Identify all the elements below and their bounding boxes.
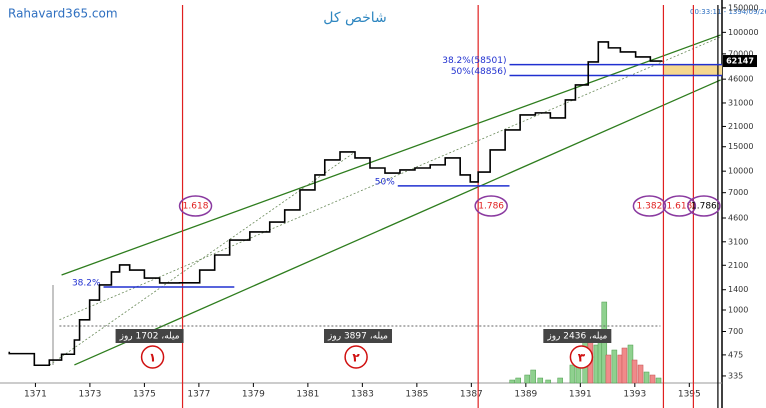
wave-label: ۱ <box>149 351 156 365</box>
timestamp: ایجاد شده در: 1394/09/26 - 00:33:11 <box>690 8 766 16</box>
x-tick-label: 1379 <box>242 390 265 400</box>
y-tick-label: 70000 <box>728 49 753 58</box>
time-label: 1.786 <box>478 202 504 212</box>
watermark: Rahavard365.com <box>8 7 118 21</box>
volume-bar <box>530 369 536 384</box>
y-tick-label: 100000 <box>728 28 759 37</box>
y-tick-label: 46000 <box>728 75 753 84</box>
last-price-label: 62147 <box>726 57 754 66</box>
volume-bar <box>631 359 638 384</box>
wave-ring <box>344 345 368 369</box>
x-tick-label: 1375 <box>133 390 156 400</box>
volume-bar <box>569 364 576 384</box>
y-tick-label: 3100 <box>728 237 748 246</box>
volume-bar <box>655 377 662 384</box>
x-tick-label: 1391 <box>569 390 592 400</box>
x-tick-label: 1389 <box>514 390 537 400</box>
fib-label: 50% <box>375 177 395 187</box>
y-tick-label: 2100 <box>728 261 748 270</box>
x-tick-label: 1377 <box>187 390 210 400</box>
last-price-box <box>723 55 757 68</box>
measure-label: میله، 2436 روز <box>546 331 607 341</box>
time-label: 1.382 <box>637 202 663 212</box>
time-label-ring <box>687 195 721 217</box>
y-tick-label: 4600 <box>728 213 748 222</box>
time-label: 1.618 <box>667 202 693 212</box>
volume-bar <box>649 374 656 384</box>
fib-label: 38.2% <box>72 278 101 288</box>
y-tick-label: 15000 <box>728 142 753 151</box>
y-tick-label: 700 <box>728 327 743 336</box>
x-tick-label: 1385 <box>405 390 428 400</box>
time-label-ring <box>632 195 667 217</box>
volume-bar <box>637 364 644 384</box>
volume-bar <box>611 349 618 384</box>
price-band <box>663 64 722 76</box>
x-tick-label: 1373 <box>78 390 101 400</box>
x-tick-label: 1371 <box>24 390 47 400</box>
y-tick-label: 10000 <box>728 167 753 176</box>
time-label: 1.786 <box>691 202 717 212</box>
volume-bar <box>509 379 515 384</box>
y-tick-label: 150000 <box>728 3 759 12</box>
time-label-ring <box>662 195 697 217</box>
x-tick-label: 1395 <box>678 390 701 400</box>
measure-label: میله، 1702 روز <box>119 331 180 341</box>
measure-box <box>324 328 393 343</box>
y-tick-label: 21000 <box>728 122 753 131</box>
volume-bar <box>537 377 544 384</box>
volume-bar <box>557 377 563 384</box>
x-tick-label: 1393 <box>623 390 646 400</box>
y-tick-label: 335 <box>728 371 743 380</box>
wave-label: ۲ <box>352 351 360 365</box>
volume-bar <box>515 377 521 384</box>
wave-ring <box>569 345 594 369</box>
y-tick-label: 1400 <box>728 285 748 294</box>
wave-ring <box>140 345 165 369</box>
price-line <box>8 41 663 367</box>
fib-label: 38.2%(58501) <box>442 56 506 66</box>
wave-label: ۳ <box>578 351 586 365</box>
y-tick-label: 475 <box>728 350 743 359</box>
volume-bar <box>643 371 650 384</box>
x-tick-label: 1383 <box>351 390 374 400</box>
y-tick-label: 7000 <box>728 188 748 197</box>
volume-bar <box>524 374 530 384</box>
x-tick-label: 1387 <box>460 390 483 400</box>
fib-label: 50%(48856) <box>451 67 507 77</box>
chart-title: شاخص کل <box>323 10 387 26</box>
y-tick-label: 1000 <box>728 306 748 315</box>
x-tick-label: 1381 <box>296 390 319 400</box>
measure-box <box>543 328 612 343</box>
y-tick-label: 31000 <box>728 98 753 107</box>
volume-bar <box>605 354 612 384</box>
volume-bar <box>621 347 628 384</box>
measure-box <box>115 328 184 343</box>
measure-label: میله، 3897 روز <box>327 331 388 341</box>
time-label-ring <box>178 195 213 217</box>
time-label: 1.618 <box>183 202 209 212</box>
time-label-ring <box>474 195 508 217</box>
volume-bar <box>545 379 551 384</box>
